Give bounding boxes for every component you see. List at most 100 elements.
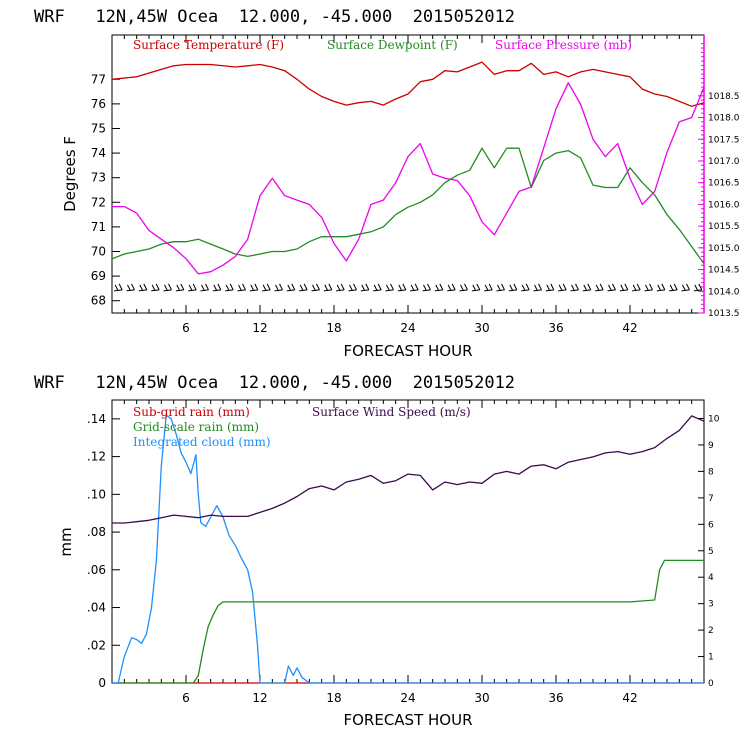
- y-tick-label: 71: [91, 220, 106, 234]
- wind-barb-flag: [250, 284, 255, 292]
- wind-barb-flag: [127, 284, 131, 292]
- y2-tick-label: 2: [708, 626, 714, 636]
- wind-barb-flag: [534, 284, 538, 292]
- wind-barb-flag: [410, 284, 415, 292]
- wind-barb-flag: [353, 283, 357, 291]
- top-panel-title: WRF 12N,45W Ocea 12.000, -45.000 2015052…: [34, 7, 515, 27]
- wind-barb-flag: [538, 283, 542, 291]
- x-tick-label: 12: [252, 691, 267, 705]
- wind-barb-flag: [336, 284, 341, 292]
- wind-barb-flag: [225, 284, 230, 292]
- y2-tick-label: 1015.5: [708, 222, 740, 232]
- wind-barb-flag: [176, 284, 181, 292]
- wind-barb-flag: [435, 284, 440, 292]
- top-plot-frame: [111, 34, 705, 314]
- x-tick-label: 6: [182, 321, 190, 335]
- y-tick-label: .04: [87, 601, 106, 615]
- wind-barb-flag: [213, 284, 218, 292]
- wind-barb-flag: [562, 283, 567, 291]
- y2-tick-label: 1: [708, 653, 714, 663]
- wind-barb-flag: [266, 283, 271, 291]
- wind-barb-flag: [599, 283, 604, 291]
- wind-barb-flag: [287, 284, 292, 292]
- wind-barb-flag: [464, 283, 468, 291]
- y2-tick-label: 1013.5: [708, 309, 740, 319]
- x-tick-label: 36: [548, 691, 563, 705]
- wind-barb-flag: [497, 284, 501, 292]
- y2-tick-label: 10: [708, 415, 720, 425]
- wind-barb-flag: [151, 284, 156, 292]
- wind-barb-flag: [612, 283, 616, 291]
- wind-barb-flag: [476, 283, 481, 291]
- wind-barb-flag: [402, 283, 407, 291]
- wind-barb-flag: [205, 283, 209, 291]
- wind-barb-flag: [180, 283, 185, 291]
- wind-barb-flag: [114, 284, 119, 292]
- wind-barb-flag: [386, 284, 390, 292]
- y-tick-label: .02: [87, 638, 106, 652]
- legend-surface-wind-speed: Surface Wind Speed (m/s): [312, 405, 471, 419]
- x-tick-label: 24: [400, 691, 415, 705]
- wind-barb-flag: [188, 284, 193, 292]
- wind-barb-flag: [447, 284, 452, 292]
- series-grid-scale-rain-line: [112, 559, 704, 684]
- y-tick-label: 74: [91, 146, 106, 160]
- wind-barb-flag: [686, 283, 690, 291]
- bottom-y-ticks: 0 .02 .04 .06 .08 .10 .12 .14: [87, 412, 120, 690]
- wind-barb-flag: [513, 283, 518, 291]
- bottom-y-axis-label: mm: [57, 527, 75, 556]
- wind-barb-flag: [571, 284, 575, 292]
- wind-barb-flag: [575, 283, 579, 291]
- wind-barb-flag: [645, 284, 649, 292]
- legend-surface-dewpoint: Surface Dewpoint (F): [327, 38, 458, 52]
- wind-barb-flag: [661, 283, 666, 291]
- y2-tick-label: 0: [708, 679, 714, 689]
- y2-tick-label: 1014.0: [708, 287, 740, 297]
- wind-barb-flag: [484, 284, 489, 292]
- wind-barb-flag: [131, 283, 135, 291]
- y2-tick-label: 1015.0: [708, 244, 740, 254]
- bottom-y2-ticks: 0 1 2 3 4 5 6 7 8 9 10: [698, 415, 720, 689]
- wind-barb-flag: [698, 283, 703, 291]
- wind-barb-flag: [657, 284, 662, 292]
- wind-barb-flag: [118, 283, 123, 291]
- wind-barb-flag: [682, 284, 686, 292]
- x-tick-label: 30: [474, 691, 489, 705]
- y-tick-label: 77: [91, 72, 106, 86]
- top-y2-ticks: 1013.5 1014.0 1014.5 1015.0 1015.5 1016.0 1016…: [698, 43, 740, 319]
- series-surface-pressure-line: [112, 82, 705, 275]
- wind-barb-flag: [377, 283, 382, 291]
- y2-tick-label: 5: [708, 547, 714, 557]
- wind-barb-flag: [398, 284, 403, 292]
- wind-barb-flag: [558, 284, 563, 292]
- legend-grid-scale-rain: Grid-scale rain (mm): [133, 420, 259, 434]
- wind-barb-flag: [201, 284, 205, 292]
- wind-barb-flag: [242, 283, 246, 291]
- y2-tick-label: 1017.5: [708, 135, 740, 145]
- wind-barb-flag: [608, 284, 612, 292]
- x-tick-label: 36: [548, 321, 563, 335]
- wind-barb-flag: [423, 284, 427, 292]
- wind-barb-flag: [636, 283, 641, 291]
- y-tick-label: .10: [87, 487, 106, 501]
- wind-barb-flag: [439, 283, 444, 291]
- y-tick-label: .08: [87, 525, 106, 539]
- wind-barbs: [114, 283, 703, 292]
- wind-barb-flag: [472, 284, 477, 292]
- y-tick-label: .14: [87, 412, 106, 426]
- y-tick-label: .06: [87, 563, 106, 577]
- wind-barb-flag: [262, 284, 267, 292]
- y-tick-label: 73: [91, 171, 106, 185]
- wind-barb-flag: [192, 283, 197, 291]
- y2-tick-label: 1018.0: [708, 114, 740, 124]
- y-tick-label: .12: [87, 450, 106, 464]
- wind-barb-flag: [620, 284, 625, 292]
- wind-barb-flag: [550, 283, 555, 291]
- wind-barb-flag: [349, 284, 353, 292]
- top-series-lines: [111, 61, 705, 275]
- wind-barb-flag: [583, 284, 588, 292]
- y2-tick-label: 3: [708, 600, 714, 610]
- wind-barb-flag: [316, 283, 320, 291]
- wind-barb-flag: [168, 283, 172, 291]
- y2-tick-label: 4: [708, 573, 714, 583]
